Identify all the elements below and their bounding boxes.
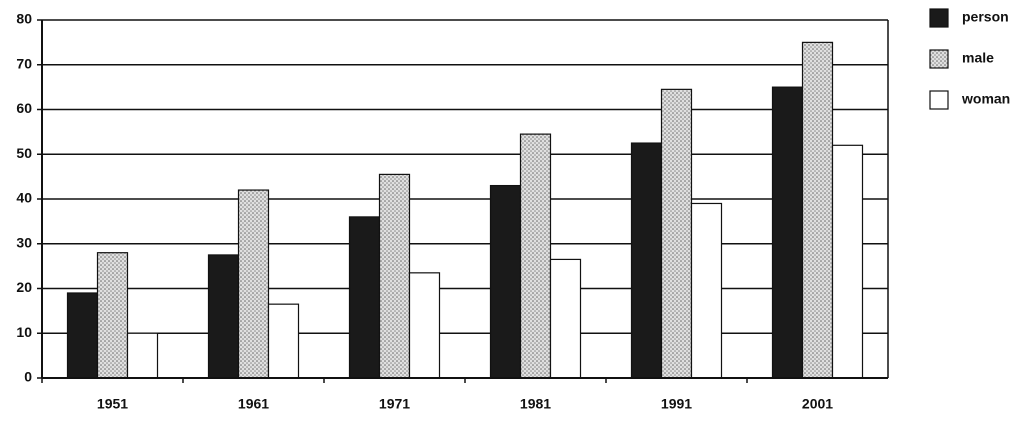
x-tick-label: 1971 — [379, 396, 410, 412]
bar — [690, 202, 723, 379]
bar — [630, 142, 663, 379]
x-tick-label: 1951 — [97, 396, 128, 412]
bar — [408, 272, 441, 379]
bar — [96, 252, 129, 379]
bar — [237, 189, 270, 379]
y-tick-label: 0 — [24, 369, 32, 385]
y-tick-label: 40 — [16, 190, 32, 206]
legend-swatch — [929, 49, 949, 69]
bar — [378, 173, 411, 379]
legend-label: person — [962, 9, 1009, 25]
legend-label: woman — [961, 91, 1010, 107]
bar — [348, 216, 381, 379]
y-tick-label: 30 — [16, 234, 32, 250]
legend-swatch — [929, 8, 949, 28]
bar — [549, 258, 582, 379]
bar — [660, 88, 693, 379]
bar — [801, 41, 834, 379]
bar — [771, 86, 804, 379]
bar — [519, 133, 552, 379]
x-tick-label: 1991 — [661, 396, 692, 412]
bar — [267, 303, 300, 379]
x-tick-label: 1981 — [520, 396, 551, 412]
bar — [831, 144, 864, 379]
y-tick-label: 70 — [16, 55, 32, 71]
y-tick-label: 20 — [16, 279, 32, 295]
x-tick-label: 1961 — [238, 396, 269, 412]
y-tick-label: 80 — [16, 11, 32, 27]
legend-label: male — [962, 50, 994, 66]
bar — [489, 184, 522, 379]
x-tick-label: 2001 — [802, 396, 833, 412]
y-tick-label: 60 — [16, 100, 32, 116]
legend-swatch — [929, 90, 949, 110]
bar — [126, 332, 159, 379]
y-tick-label: 50 — [16, 145, 32, 161]
bar — [66, 292, 99, 379]
y-tick-label: 10 — [16, 324, 32, 340]
bar — [207, 254, 240, 379]
